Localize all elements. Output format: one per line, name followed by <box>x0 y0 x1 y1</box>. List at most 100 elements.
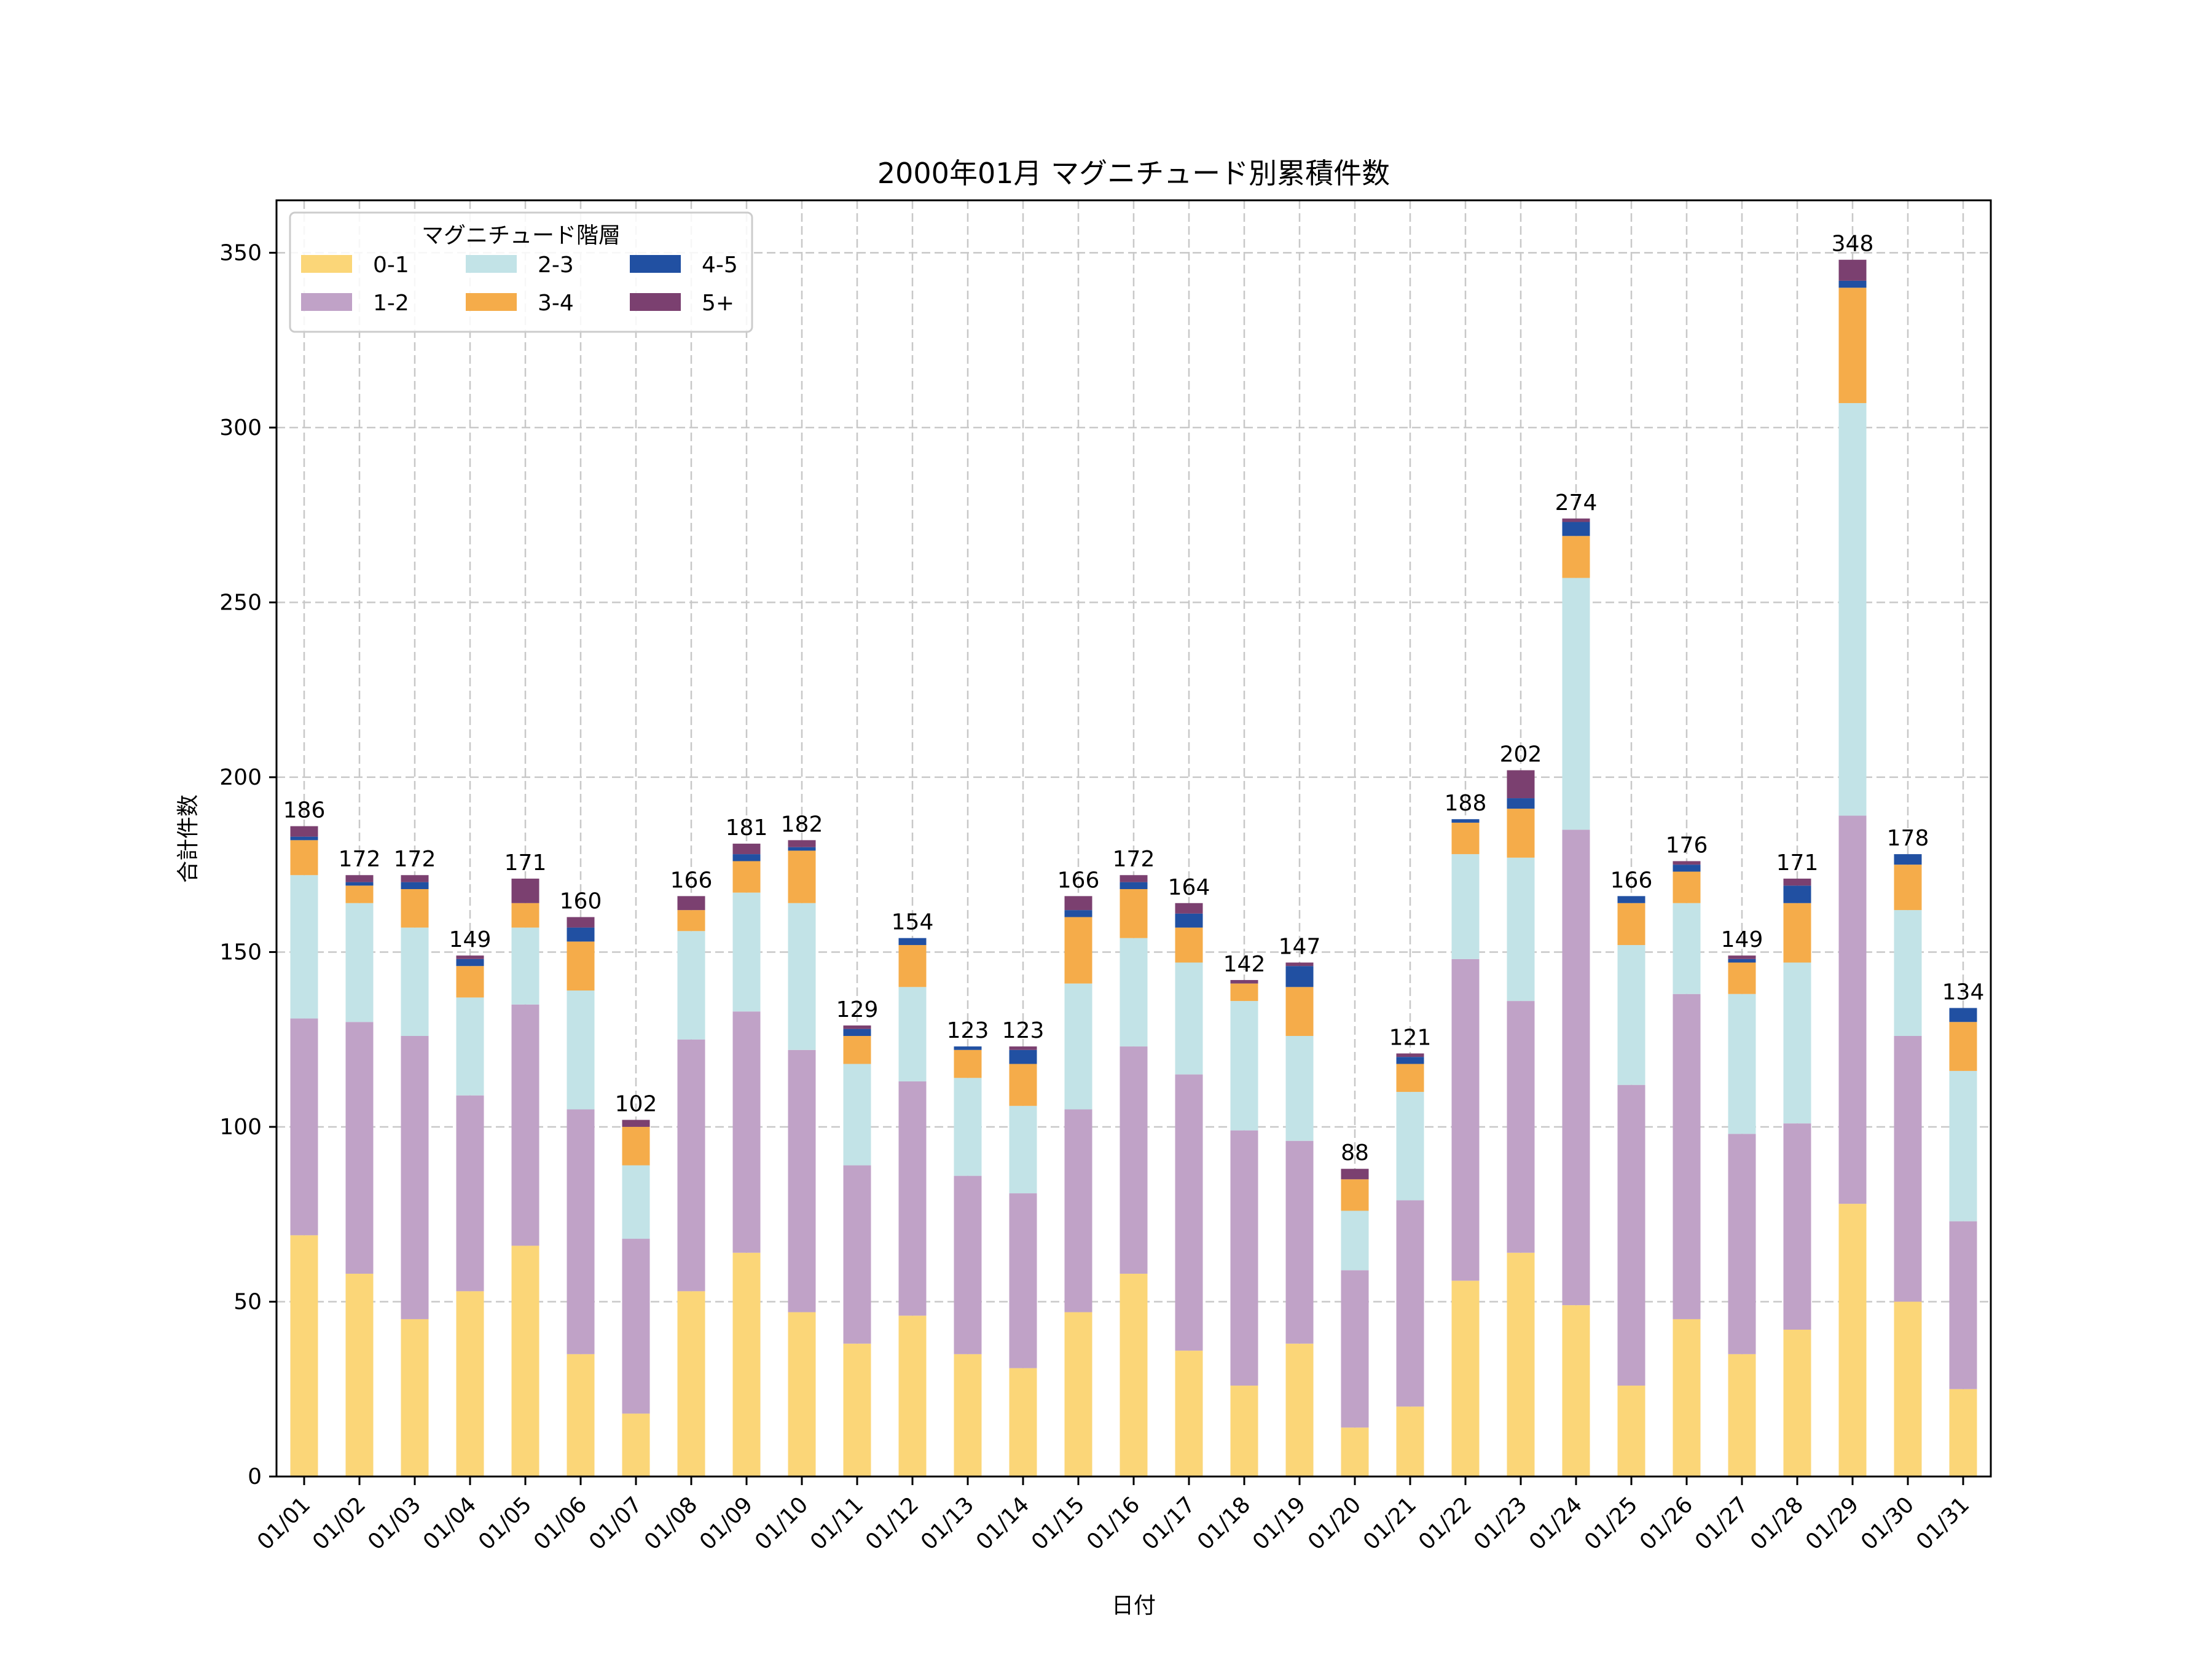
bar-segment-5+ <box>1783 878 1811 886</box>
x-tick-label: 01/24 <box>1524 1492 1587 1555</box>
x-tick-label: 01/12 <box>861 1492 924 1555</box>
bar-segment-0-1 <box>788 1312 816 1477</box>
total-label: 149 <box>1721 927 1763 952</box>
y-tick-label: 350 <box>219 240 262 265</box>
total-label: 172 <box>1113 847 1155 872</box>
y-tick-label: 50 <box>233 1289 262 1314</box>
x-tick-label: 01/25 <box>1580 1492 1642 1555</box>
bar-segment-4-5 <box>456 959 484 967</box>
bar-stack-01-14 <box>1009 1046 1037 1477</box>
x-tick-label: 01/26 <box>1635 1492 1698 1555</box>
total-label: 134 <box>1942 979 1985 1005</box>
bar-segment-0-1 <box>456 1291 484 1477</box>
total-label: 202 <box>1500 742 1542 767</box>
x-tick-label: 01/17 <box>1137 1492 1200 1555</box>
bar-segment-0-1 <box>1285 1343 1314 1477</box>
bar-segment-4-5 <box>1009 1049 1037 1064</box>
bar-segment-4-5 <box>1064 910 1092 917</box>
bar-segment-5+ <box>677 896 705 911</box>
total-label: 102 <box>615 1092 657 1117</box>
bar-segment-5+ <box>1728 955 1756 959</box>
total-label: 181 <box>726 815 768 841</box>
legend-item-1-2: 1-2 <box>301 291 409 316</box>
x-tick-label: 01/29 <box>1801 1492 1864 1555</box>
bar-segment-5+ <box>456 955 484 959</box>
bar-segment-4-5 <box>1175 913 1203 928</box>
x-tick-label: 01/08 <box>640 1492 702 1555</box>
legend-swatch <box>466 255 517 273</box>
bar-stack-01-25 <box>1617 896 1645 1477</box>
bar-segment-1-2 <box>1783 1123 1811 1330</box>
bar-segment-0-1 <box>843 1343 871 1477</box>
x-tick-label: 01/10 <box>750 1492 813 1555</box>
bar-segment-2-3 <box>1507 857 1535 1002</box>
total-label: 121 <box>1389 1025 1432 1050</box>
x-tick-label: 01/05 <box>474 1492 536 1555</box>
x-tick-label: 01/28 <box>1746 1492 1808 1555</box>
x-tick-label: 01/02 <box>308 1492 371 1555</box>
bar-segment-5+ <box>622 1120 650 1127</box>
bar-segment-1-2 <box>511 1004 539 1246</box>
y-tick-label: 150 <box>219 939 262 965</box>
legend-swatch <box>630 293 681 311</box>
bar-segment-5+ <box>1175 903 1203 914</box>
bar-segment-4-5 <box>1617 896 1645 903</box>
bar-segment-2-3 <box>1451 854 1480 959</box>
bar-stack-01-04 <box>456 955 484 1477</box>
bar-segment-3-4 <box>1396 1064 1424 1092</box>
bar-segment-5+ <box>1562 518 1590 522</box>
bar-segment-2-3 <box>1949 1070 1977 1222</box>
bar-stack-01-27 <box>1728 955 1756 1477</box>
bar-segment-2-3 <box>1396 1092 1424 1201</box>
x-tick-label: 01/20 <box>1303 1492 1366 1555</box>
legend-item-5+: 5+ <box>630 291 734 316</box>
bar-segment-1-2 <box>843 1165 871 1344</box>
total-label: 142 <box>1223 952 1266 977</box>
bar-segment-3-4 <box>1285 987 1314 1037</box>
bar-segment-0-1 <box>1673 1319 1701 1477</box>
bar-segment-1-2 <box>1009 1193 1037 1368</box>
bar-segment-1-2 <box>401 1036 429 1319</box>
bar-stack-01-22 <box>1451 819 1480 1477</box>
bar-segment-3-4 <box>1894 865 1922 911</box>
bar-stack-01-26 <box>1673 861 1701 1477</box>
bar-segment-1-2 <box>732 1011 761 1253</box>
data-labels: 186 172 172 149 171 160 102 166 181 182 129 154 123 1… <box>283 232 1985 1166</box>
bar-segment-3-4 <box>1341 1179 1369 1211</box>
bar-segment-0-1 <box>290 1235 318 1477</box>
bar-segment-5+ <box>511 878 539 903</box>
bar-segment-3-4 <box>843 1036 871 1064</box>
x-tick-label: 01/18 <box>1193 1492 1255 1555</box>
legend-swatch <box>630 255 681 273</box>
bar-stack-01-03 <box>401 875 429 1477</box>
legend-title: マグニチュード階層 <box>422 223 621 248</box>
bars-layer <box>290 259 1977 1477</box>
legend-items: 0-1 1-2 2-3 3-4 4-5 5+ <box>301 253 738 316</box>
bar-stack-01-12 <box>898 938 927 1477</box>
bar-segment-1-2 <box>1838 815 1867 1204</box>
bar-segment-0-1 <box>567 1354 595 1477</box>
bar-segment-3-4 <box>290 840 318 876</box>
bar-segment-4-5 <box>290 836 318 841</box>
bar-segment-3-4 <box>677 910 705 931</box>
legend-swatch <box>466 293 517 311</box>
x-tick-label: 01/30 <box>1856 1492 1919 1555</box>
bar-segment-4-5 <box>1451 819 1480 823</box>
bar-segment-5+ <box>1064 896 1092 911</box>
bar-stack-01-16 <box>1120 875 1148 1477</box>
bar-segment-2-3 <box>1120 938 1148 1047</box>
total-label: 160 <box>560 889 602 914</box>
y-tick-label: 300 <box>219 415 262 441</box>
bar-segment-2-3 <box>1064 983 1092 1110</box>
bar-segment-4-5 <box>1562 522 1590 536</box>
bar-segment-3-4 <box>567 941 595 991</box>
bar-segment-0-1 <box>1396 1406 1424 1477</box>
bar-segment-0-1 <box>1120 1273 1148 1477</box>
total-label: 154 <box>892 910 934 935</box>
bar-segment-2-3 <box>401 927 429 1037</box>
bar-segment-1-2 <box>1949 1221 1977 1389</box>
total-label: 176 <box>1666 833 1708 858</box>
bar-stack-01-10 <box>788 840 816 1477</box>
bar-segment-1-2 <box>622 1239 650 1414</box>
x-tick-label: 01/23 <box>1469 1492 1532 1555</box>
